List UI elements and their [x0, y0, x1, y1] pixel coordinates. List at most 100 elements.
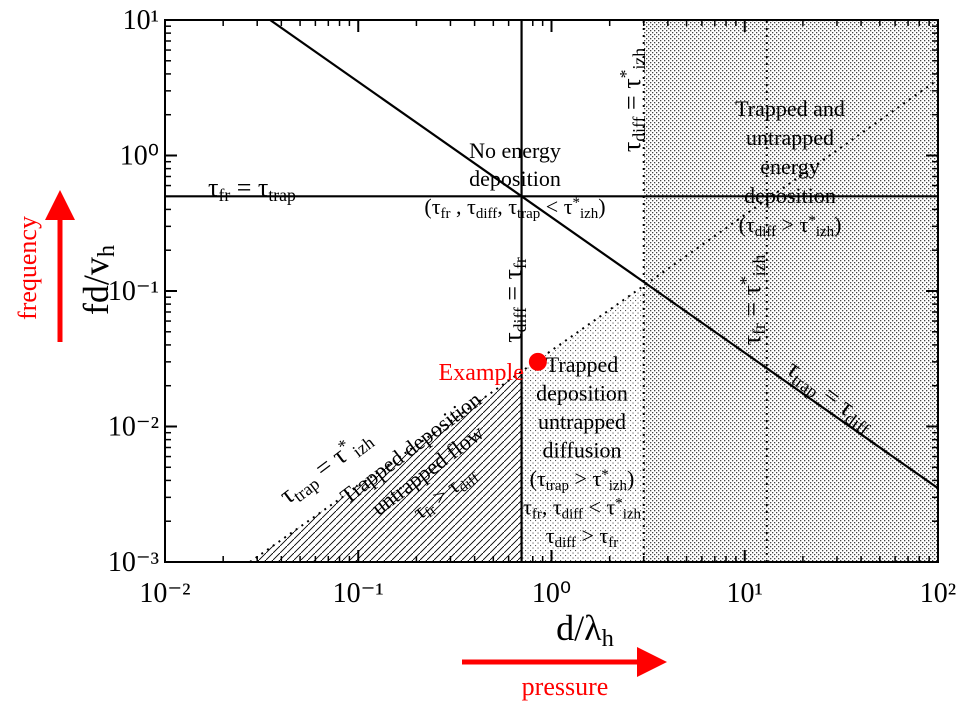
boundary-line: [249, 78, 938, 562]
superscript: *: [573, 195, 580, 211]
label: deposition: [744, 183, 836, 208]
label: diffusion: [542, 438, 621, 463]
label: Trapped: [546, 352, 619, 377]
label-text: Trapped and: [735, 96, 845, 121]
label-text: , τ: [542, 495, 562, 520]
region: [521, 285, 644, 562]
subscript: diff: [510, 307, 530, 332]
label: untrapped: [746, 125, 834, 150]
label: τdiff = τ*izh: [616, 48, 649, 152]
subscript: fr: [749, 323, 769, 335]
label: untrapped: [538, 409, 626, 434]
superscript: *: [615, 496, 622, 512]
label-text: (τ: [424, 194, 440, 219]
label: deposition: [536, 381, 628, 406]
label-text: ): [627, 466, 634, 491]
label-text: untrapped: [538, 409, 626, 434]
x-tick-label: 10²: [920, 578, 956, 609]
subscript: trap: [268, 185, 296, 205]
label-text: < τ: [540, 194, 572, 219]
subscript: fr: [532, 506, 542, 522]
superscript: *: [736, 276, 756, 285]
label: fd/vh: [76, 245, 120, 315]
label-text: τ: [523, 495, 532, 520]
label-text: Trapped: [546, 352, 619, 377]
label-text: > τ: [569, 466, 601, 491]
y-tick-label: 10⁻²: [108, 412, 159, 443]
x-tick-label: 10⁻¹: [333, 578, 384, 609]
label-text: ): [834, 212, 841, 237]
y-tick-label: 10⁻³: [108, 547, 159, 578]
label-text: > τ: [776, 212, 808, 237]
label-text: diffusion: [542, 438, 621, 463]
region: [249, 371, 522, 562]
x-tick-label: 10⁰: [532, 578, 571, 609]
label-text: fd/v: [76, 257, 116, 315]
subscript: diff: [555, 535, 576, 551]
label: Trapped and: [735, 96, 845, 121]
superscript: *: [616, 69, 636, 78]
label-text: energy: [760, 154, 819, 179]
label-text: (τ: [530, 466, 546, 491]
label: (τfr , τdiff, τtrap < τ*izh): [424, 194, 605, 222]
y-tick-label: 10⁰: [120, 141, 159, 172]
label-text: τ: [498, 332, 527, 342]
subscript: fr: [510, 257, 530, 269]
subscript: izh: [580, 206, 599, 222]
region: [643, 20, 938, 562]
label-text: No energy: [469, 138, 561, 163]
label: energy: [760, 154, 819, 179]
subscript: izh: [816, 224, 835, 240]
label: d/λh: [556, 608, 614, 652]
label-text: = τ: [737, 285, 766, 323]
label: τfr = τtrap: [208, 173, 296, 205]
label-text: τ: [546, 523, 555, 548]
label: (τtrap > τ*izh): [530, 466, 635, 494]
label: τfr = τ*izh: [736, 254, 769, 345]
label-text: = τ: [617, 78, 646, 116]
x-tick-label: 10¹: [727, 578, 763, 609]
subscript: izh: [629, 48, 649, 70]
label-text: τ: [617, 142, 646, 152]
subscript: h: [93, 245, 120, 257]
label-text: deposition: [469, 166, 561, 191]
subscript: trap: [517, 206, 540, 222]
label-text: deposition: [536, 381, 628, 406]
label: τfr, τdiff < τ*izh: [523, 495, 642, 523]
label-text: , τ: [497, 194, 517, 219]
subscript: fr: [441, 206, 451, 222]
x-tick-label: 10⁻²: [139, 578, 190, 609]
subscript: h: [602, 625, 614, 652]
label: (τdiff > τ*izh): [739, 212, 842, 240]
label-text: untrapped: [746, 125, 834, 150]
y-tick-label: 10⁻¹: [108, 276, 159, 307]
subscript: diff: [562, 506, 583, 522]
subscript: fr: [218, 185, 230, 205]
y-tick-label: 10¹: [123, 5, 159, 36]
superscript: *: [601, 467, 608, 483]
subscript: diff: [476, 206, 497, 222]
subscript: diff: [629, 116, 649, 141]
subscript: trap: [546, 478, 569, 494]
boundary-line: [269, 20, 938, 490]
label-text: (τ: [739, 212, 755, 237]
subscript: fr: [608, 535, 618, 551]
label-text: τ: [737, 335, 766, 345]
superscript: *: [808, 213, 815, 229]
label-text: = τ: [498, 269, 527, 307]
pressure-label: pressure: [522, 672, 609, 701]
label-text: τ: [208, 173, 218, 202]
label: τdiff > τfr: [546, 523, 618, 551]
subscript: diff: [755, 224, 776, 240]
subscript: izh: [623, 506, 642, 522]
example-point: [528, 352, 547, 371]
label: No energy: [469, 138, 561, 163]
label-text: ): [598, 194, 605, 219]
label: τdiff = τfr: [498, 257, 530, 343]
frequency-label: frequency: [13, 216, 42, 320]
label: deposition: [469, 166, 561, 191]
subscript: izh: [348, 432, 377, 461]
label-text: d/λ: [556, 608, 602, 648]
label-text: deposition: [744, 183, 836, 208]
